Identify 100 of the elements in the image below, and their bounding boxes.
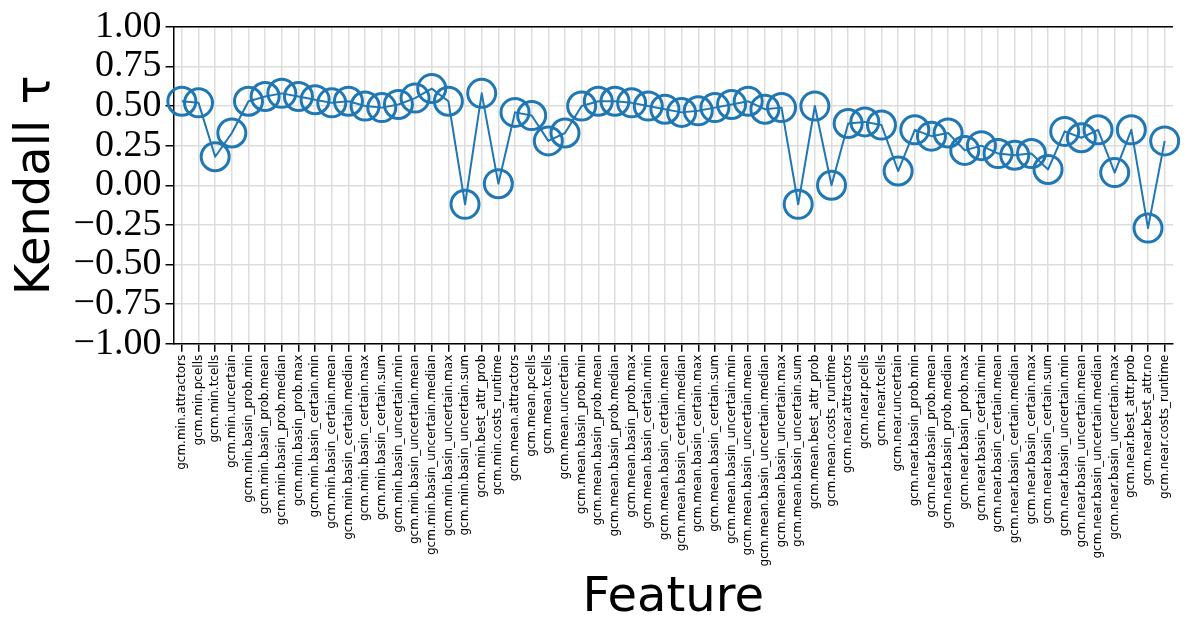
point (516, 100, 548, 132)
x-tick-label: gcm.near.costs_runtime (1156, 354, 1171, 499)
x-tick-label: gcm.mean.basin_certain.sum (707, 354, 722, 532)
point (999, 139, 1031, 171)
point (266, 77, 298, 109)
x-tick-label: gcm.min.basin_certain.sum (373, 354, 388, 521)
y-tick-label: −0.50 (73, 240, 162, 283)
point (232, 85, 264, 117)
point (616, 87, 648, 119)
x-tick-label: gcm.near.basin_certain.max (1023, 354, 1038, 525)
point (1049, 115, 1081, 147)
point (682, 95, 714, 127)
x-tick-label: gcm.near.basin_prob.median (940, 354, 955, 529)
point (1015, 138, 1047, 170)
point (899, 114, 931, 146)
y-axis-title: Kendall τ (4, 75, 61, 296)
point (782, 188, 814, 220)
x-tick-label: gcm.min.basin_certain.median (340, 354, 355, 540)
point (816, 169, 848, 201)
x-tick-label: gcm.near.best_attr.prob (1123, 354, 1138, 499)
x-tick-label: gcm.min.costs_runtime (490, 354, 505, 496)
point (1082, 114, 1114, 146)
y-tick-label: 0.75 (95, 42, 162, 85)
point (399, 82, 431, 114)
point (216, 117, 248, 149)
x-tick-label: gcm.mean.basin_uncertain.mean (740, 354, 755, 556)
x-tick-label: gcm.near.basin_certain.min (973, 354, 988, 521)
x-tick-label: gcm.min.basin_certain.mean (323, 354, 338, 529)
x-tick-label: gcm.near.tcells (873, 354, 888, 447)
point (183, 87, 215, 119)
x-tick-label: gcm.mean.basin_certain.mean (657, 354, 672, 541)
point (1099, 157, 1131, 189)
x-tick-label: gcm.min.best_attr_prob (473, 354, 488, 498)
x-tick-label: gcm.mean.basin_certain.max (690, 354, 705, 533)
x-tick-label: gcm.min.basin_certain.max (357, 354, 372, 521)
point (915, 120, 947, 152)
x-tick-label: gcm.mean.basin_prob.min (573, 354, 588, 515)
x-tick-label: gcm.near.basin_prob.min (906, 354, 921, 507)
point (249, 81, 281, 113)
x-tick-label: gcm.mean.costs_runtime (823, 354, 838, 507)
point (799, 90, 831, 122)
point (882, 155, 914, 187)
x-tick-label: gcm.near.best_attr.no (1140, 354, 1155, 486)
x-tick-label: gcm.min.attractors (173, 354, 188, 470)
x-tick-label: gcm.mean.basin_uncertain.min (723, 354, 738, 545)
point (666, 96, 698, 128)
point (549, 117, 581, 149)
point (932, 117, 964, 149)
point (1032, 153, 1064, 185)
x-tick-label: gcm.near.basin_certain.mean (990, 354, 1005, 533)
y-tick-label: 1.00 (95, 2, 162, 45)
x-tick-label: gcm.min.tcells (207, 354, 222, 443)
point (766, 92, 798, 124)
x-tick-label: gcm.near.basin_prob.mean (923, 354, 938, 518)
x-tick-label: gcm.min.uncertain (223, 354, 238, 469)
point (432, 85, 464, 117)
x-tick-label: gcm.min.basin_uncertain.max (440, 354, 455, 537)
x-tick-label: gcm.min.pcells (190, 354, 205, 446)
point (749, 93, 781, 125)
x-tick-label: gcm.min.basin_uncertain.min (390, 354, 405, 533)
point (199, 141, 231, 173)
point (466, 77, 498, 109)
point (1115, 114, 1147, 146)
point (566, 90, 598, 122)
x-tick-label: gcm.near.basin_uncertain.min (1056, 354, 1071, 537)
x-tick-label: gcm.min.basin_prob.mean (257, 354, 272, 515)
point (532, 125, 564, 157)
x-tick-label: gcm.mean.pcells (523, 354, 538, 457)
x-tick-label: gcm.near.basin_uncertain.max (1106, 354, 1121, 540)
point (166, 85, 198, 117)
point (482, 168, 514, 200)
point (582, 85, 614, 117)
point (382, 88, 414, 120)
x-tick-label: gcm.mean.uncertain (557, 354, 572, 480)
point (416, 73, 448, 105)
x-tick-label: gcm.near.basin_certain.median (1006, 354, 1021, 544)
point (332, 85, 364, 117)
point (499, 96, 531, 128)
point (449, 188, 481, 220)
point (732, 85, 764, 117)
x-tick-label: gcm.mean.basin_prob.median (607, 354, 622, 537)
x-tick-label: gcm.near.basin_prob.max (956, 354, 971, 510)
x-tick-label: gcm.near.attractors (840, 354, 855, 474)
point (699, 92, 731, 124)
point (632, 90, 664, 122)
x-tick-label: gcm.mean.tcells (540, 354, 555, 454)
point (649, 93, 681, 125)
x-tick-label: gcm.near.pcells (856, 354, 871, 449)
point (949, 134, 981, 166)
point (982, 138, 1014, 170)
x-tick-label: gcm.mean.best_attr_prob (806, 354, 821, 510)
x-tick-label: gcm.near.basin_certain.sum (1040, 354, 1055, 524)
x-axis-title: Feature (582, 565, 764, 622)
x-tick-label: gcm.mean.basin_uncertain.median (757, 354, 772, 567)
point (1132, 212, 1164, 244)
x-tick-label: gcm.min.basin_prob.median (273, 354, 288, 526)
x-tick-label: gcm.min.basin_certain.min (307, 354, 322, 518)
x-tick-label: gcm.near.basin_uncertain.mean (1073, 354, 1088, 548)
point (1065, 122, 1097, 154)
point (832, 107, 864, 139)
